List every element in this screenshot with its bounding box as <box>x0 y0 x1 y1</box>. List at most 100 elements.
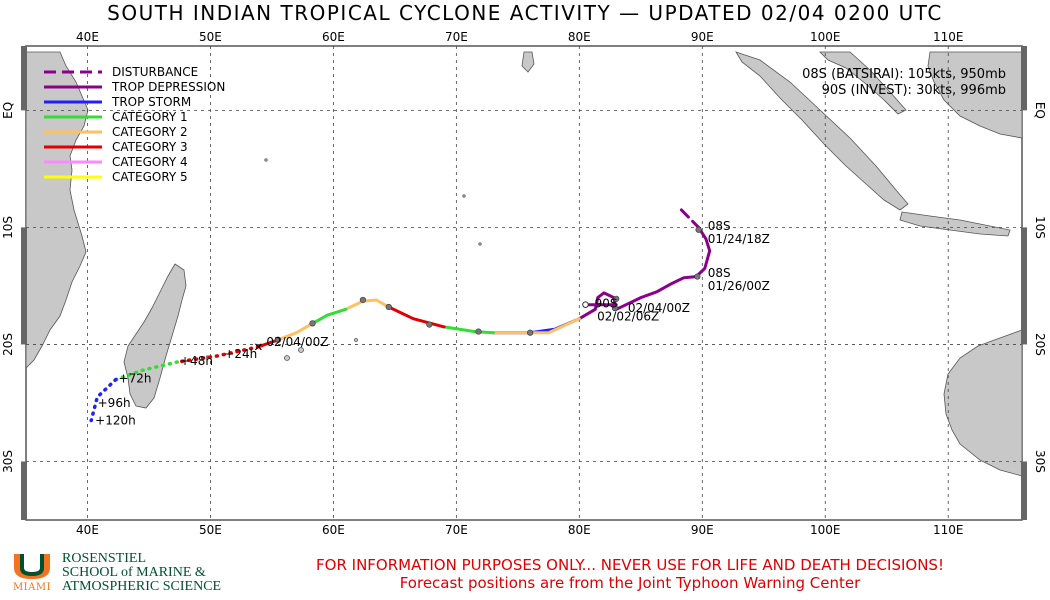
lat-label-right: 10S <box>1033 216 1047 239</box>
batsirai-track-segment-8 <box>276 321 314 342</box>
lon-label-top: 110E <box>933 30 964 44</box>
track-position-marker-8 <box>359 296 367 304</box>
lon-label-bottom: 50E <box>199 523 222 537</box>
legend-label-depression: TROP DEPRESSION <box>111 80 225 94</box>
lat-label-right: 20S <box>1033 333 1047 356</box>
track-position-marker-0 <box>695 226 702 233</box>
batsirai-forecast-segment-1 <box>114 360 179 382</box>
track-position-marker-7 <box>385 303 392 311</box>
track-position-marker-9 <box>309 320 316 327</box>
storm-tracks: +24h+48h+72h+96h+120h08S01/24/18Z08S01/2… <box>89 208 770 428</box>
seychelles-island <box>264 158 268 162</box>
sri-lanka-landmass <box>521 51 535 73</box>
batsirai-track-segment-6 <box>344 298 391 311</box>
australia-landmass <box>943 329 1023 477</box>
lat-lon-grid <box>26 46 1022 520</box>
batsirai-track-segment-3 <box>491 317 581 335</box>
legend-label-cat5: CATEGORY 5 <box>112 170 188 184</box>
forecast-label: +72h <box>119 371 152 385</box>
lat-label-left: EQ <box>1 102 15 119</box>
mauritius-island <box>298 347 304 353</box>
forecast-label: +24h <box>224 347 257 361</box>
batsirai-track-segment-0 <box>679 208 701 229</box>
batsirai-track-segment-4 <box>442 325 495 335</box>
storm-info-batsirai: 08S (BATSIRAI): 105kts, 950mb <box>802 67 1006 82</box>
track-position-marker-4 <box>527 329 534 336</box>
logo-school-name: ROSENSTIEL SCHOOL of MARINE & ATMOSPHERI… <box>62 552 221 594</box>
track-label-2: 08S <box>708 266 731 280</box>
batsirai-track-segment-9 <box>256 338 280 349</box>
lat-label-right: 30S <box>1033 450 1047 473</box>
logo-miami-text: MIAMI <box>12 582 52 593</box>
lon-label-top: 60E <box>322 30 345 44</box>
lon-label-top: 80E <box>568 30 591 44</box>
disclaimer: FOR INFORMATION PURPOSES ONLY... NEVER U… <box>230 556 1030 592</box>
lat-bar-right-2 <box>1021 461 1027 520</box>
track-label-5: 02/04/00Z <box>628 301 690 315</box>
lat-label-right: EQ <box>1033 102 1047 119</box>
lon-label-bottom: 110E <box>933 523 964 537</box>
lon-label-bottom: 40E <box>76 523 99 537</box>
lat-label-left: 10S <box>1 216 15 239</box>
lon-label-top: 90E <box>691 30 714 44</box>
map-title: SOUTH INDIAN TROPICAL CYCLONE ACTIVITY —… <box>107 1 943 25</box>
disclaimer-line-2: Forecast positions are from the Joint Ty… <box>399 574 861 592</box>
legend-label-disturbance: DISTURBANCE <box>112 65 198 79</box>
legend-label-storm: TROP STORM <box>111 95 191 109</box>
batsirai-forecast-segment-0 <box>175 345 261 364</box>
logo-line-1: ROSENSTIEL <box>62 551 146 566</box>
forecast-label: +48h <box>180 354 213 368</box>
track-label-0: 08S <box>708 219 731 233</box>
legend-label-cat2: CATEGORY 2 <box>112 125 188 139</box>
batsirai-track-segment-1 <box>577 225 712 321</box>
track-position-marker-6 <box>426 321 433 328</box>
lon-label-bottom: 60E <box>322 523 345 537</box>
batsirai-track-segment-5 <box>387 305 446 329</box>
lon-label-bottom: 80E <box>568 523 591 537</box>
track-position-marker-10 <box>274 336 282 343</box>
sumatra-landmass <box>735 51 909 211</box>
lat-bar-left-1 <box>21 227 27 345</box>
lon-label-bottom: 70E <box>445 523 468 537</box>
track-position-marker-3 <box>611 305 619 312</box>
forecast-label: +120h <box>95 414 136 428</box>
track-label-7: 02/04/00Z <box>266 335 328 349</box>
lat-bar-left-0 <box>21 46 27 111</box>
storm-info: 08S (BATSIRAI): 105kts, 950mb 90S (INVES… <box>802 67 1006 98</box>
track-position-marker-5 <box>475 328 482 335</box>
track-position-marker-2 <box>613 295 620 302</box>
malay-peninsula-landmass <box>819 51 907 115</box>
legend-label-cat3: CATEGORY 3 <box>112 140 188 154</box>
axis-labels: 40E 40E 50E 50E 60E 60E 70E 70E 80E 80E 90E 90E 100E… <box>1 30 1047 537</box>
lat-bar-left-2 <box>21 461 27 520</box>
track-label-3: 01/26/00Z <box>708 279 770 293</box>
rsmas-logo: MIAMI ROSENSTIEL SCHOOL of MARINE & ATMO… <box>10 552 270 598</box>
map-frame <box>25 45 1023 521</box>
lon-label-bottom: 100E <box>810 523 841 537</box>
lat-bar-right-0 <box>1021 46 1027 111</box>
batsirai-track-segment-7 <box>311 307 348 325</box>
reunion-island <box>284 355 290 361</box>
lat-label-left: 20S <box>1 333 15 356</box>
chagos-island <box>478 242 482 246</box>
invest-position-marker-0 <box>582 301 589 308</box>
batsirai-forecast-segment-2 <box>89 377 118 423</box>
current-position-marker <box>254 343 262 351</box>
track-position-marker-1 <box>694 273 701 280</box>
storm-info-invest: 90S (INVEST): 30kts, 996mb <box>822 83 1006 98</box>
lat-bar-right-1 <box>1021 227 1027 345</box>
madagascar-landmass <box>123 263 187 409</box>
logo-line-2: SCHOOL of MARINE & <box>62 565 206 580</box>
track-label-6: 02/02/06Z <box>597 309 659 323</box>
lat-label-left: 30S <box>1 450 15 473</box>
track-label-1: 01/24/18Z <box>708 232 770 246</box>
lon-label-bottom: 90E <box>691 523 714 537</box>
lon-label-top: 100E <box>810 30 841 44</box>
lon-label-top: 70E <box>445 30 468 44</box>
logo-line-3: ATMOSPHERIC SCIENCE <box>62 579 222 594</box>
lon-label-top: 40E <box>76 30 99 44</box>
forecast-label: +96h <box>98 396 131 410</box>
maldives-island <box>462 194 466 198</box>
